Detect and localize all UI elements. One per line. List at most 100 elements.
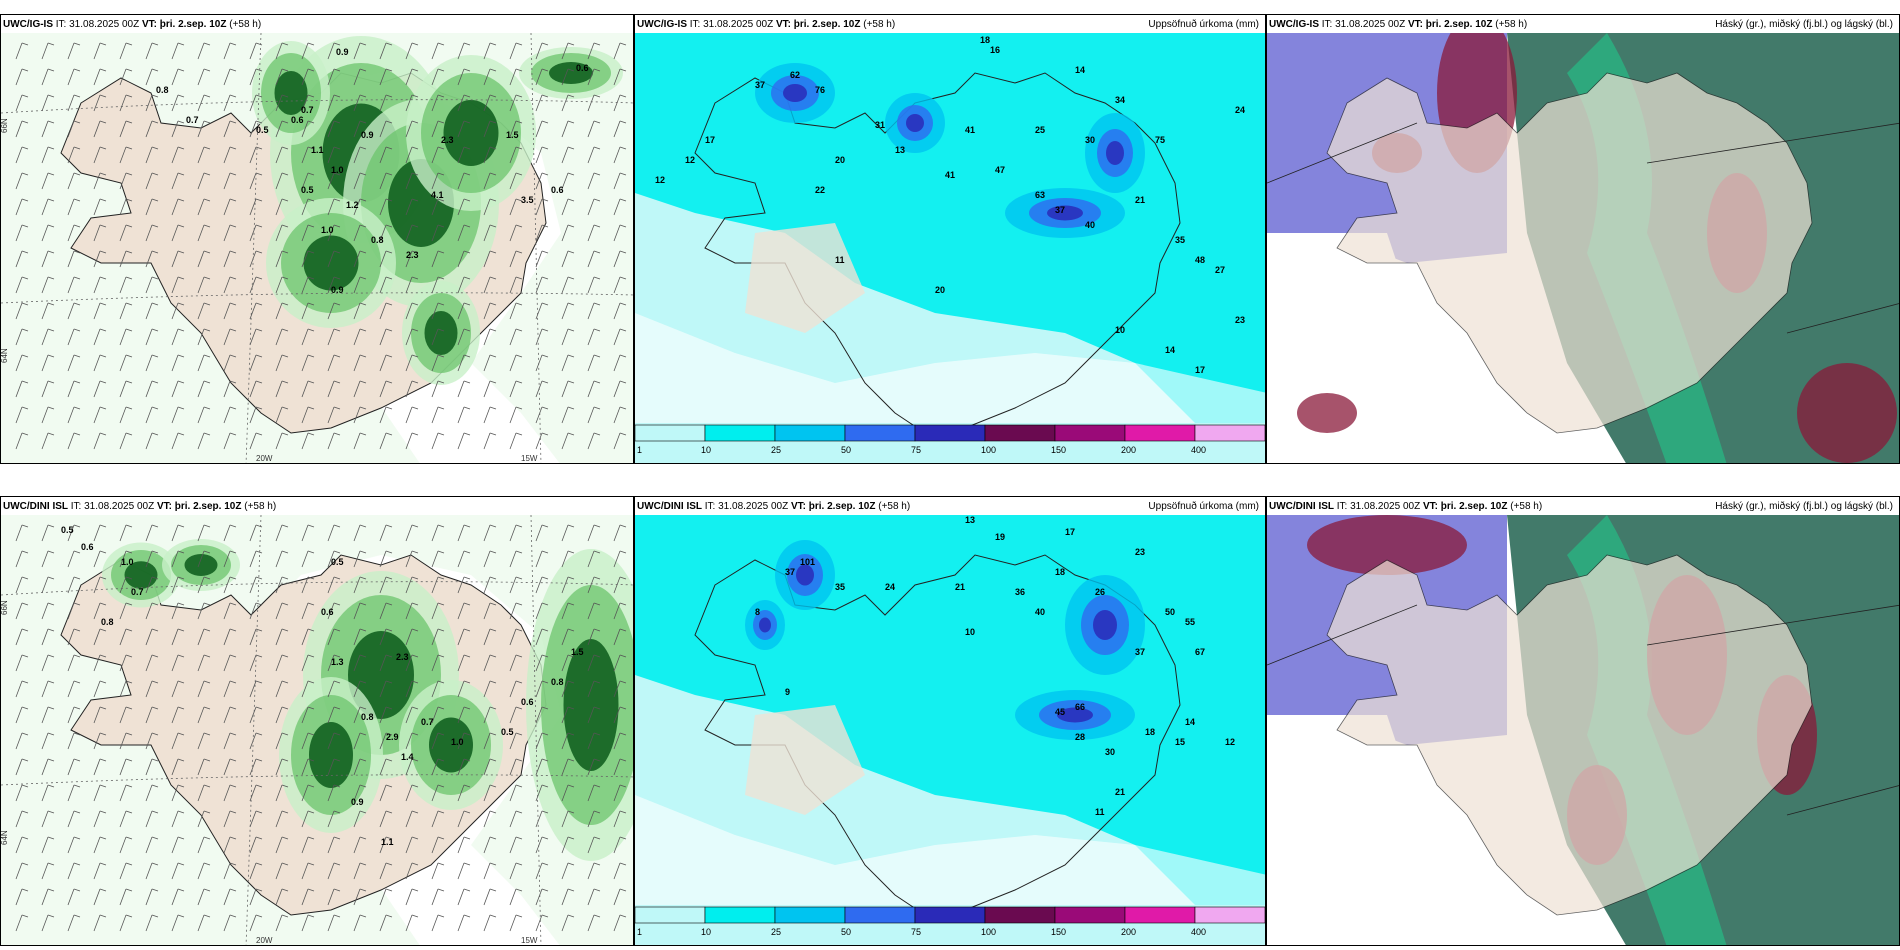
wind-barb-flag xyxy=(489,810,497,814)
wind-barb-flag xyxy=(99,628,107,632)
accum-value-label: 37 xyxy=(785,567,795,577)
wind-barb xyxy=(379,276,387,294)
wind-barb-flag xyxy=(489,758,497,762)
wind-barb-flag xyxy=(229,914,237,918)
wind-barb xyxy=(15,250,23,268)
panel-field-label: Uppsöfnuð úrkoma (mm) xyxy=(1148,501,1259,512)
wind-barb-flag xyxy=(567,914,575,918)
accum-value-label: 30 xyxy=(1105,747,1115,757)
wind-barb xyxy=(613,68,621,86)
mid-cloud-area xyxy=(1797,363,1897,463)
wind-barb-flag xyxy=(359,120,367,124)
wind-barb-flag xyxy=(21,836,29,840)
wind-barb-flag xyxy=(489,328,497,332)
wind-barb xyxy=(275,276,283,294)
wind-barb xyxy=(535,706,543,724)
wind-barb xyxy=(483,94,491,112)
wind-barb xyxy=(171,680,179,698)
wind-barb xyxy=(275,68,283,86)
wind-barb xyxy=(41,380,49,398)
wind-barb-flag xyxy=(437,302,445,306)
wind-barb xyxy=(223,680,231,698)
wind-barb xyxy=(249,328,257,346)
wind-barb-flag xyxy=(567,354,575,358)
wind-barb-flag xyxy=(203,198,211,202)
wind-barb-flag xyxy=(203,836,211,840)
wind-barb xyxy=(93,680,101,698)
wind-barb xyxy=(353,862,361,880)
wind-barb-flag xyxy=(21,680,29,684)
wind-barb xyxy=(431,68,439,86)
wind-barb xyxy=(41,732,49,750)
wind-barb xyxy=(509,276,517,294)
wind-barb xyxy=(431,432,439,450)
wind-barb xyxy=(93,524,101,542)
wind-barb xyxy=(223,94,231,112)
wind-barb xyxy=(67,68,75,86)
wind-barb-flag xyxy=(255,810,263,814)
wind-barb xyxy=(275,94,283,112)
wind-barb xyxy=(197,914,205,932)
wind-barb xyxy=(171,524,179,542)
wind-barb xyxy=(457,784,465,802)
wind-barb xyxy=(93,914,101,932)
wind-barb xyxy=(145,706,153,724)
wind-barb xyxy=(41,328,49,346)
wind-barb-flag xyxy=(515,172,523,176)
wind-barb-flag xyxy=(177,302,185,306)
wind-barb xyxy=(587,172,595,190)
wind-barb-flag xyxy=(281,146,289,150)
wind-barb xyxy=(15,914,23,932)
mid-cloud-area xyxy=(1297,393,1357,433)
wind-barb xyxy=(67,576,75,594)
wind-barb xyxy=(301,328,309,346)
accum-value-label: 12 xyxy=(685,155,695,165)
wind-barb-flag xyxy=(255,576,263,580)
precip-value-label: 2.3 xyxy=(406,250,419,260)
wind-barb xyxy=(405,654,413,672)
wind-barb xyxy=(431,862,439,880)
wind-barb-flag xyxy=(307,888,315,892)
wind-barb xyxy=(405,602,413,620)
colorbar-tick: 200 xyxy=(1121,445,1136,455)
axis-label: 66N xyxy=(1,600,9,615)
wind-barb xyxy=(457,276,465,294)
wind-barb xyxy=(327,628,335,646)
wind-barb-flag xyxy=(203,576,211,580)
wind-barb xyxy=(457,328,465,346)
precip-area-dark xyxy=(443,100,499,166)
wind-barb-flag xyxy=(99,432,107,436)
wind-barb-flag xyxy=(99,680,107,684)
wind-barb-flag xyxy=(125,224,133,228)
wind-barb xyxy=(249,810,257,828)
wind-barb xyxy=(327,120,335,138)
precip-area-dark xyxy=(309,722,353,788)
colorbar-swatch xyxy=(984,424,1056,442)
wind-barb-flag xyxy=(47,836,55,840)
wind-barb xyxy=(561,146,569,164)
wind-barb xyxy=(457,680,465,698)
accum-value-label: 24 xyxy=(885,582,895,592)
dry-land-area xyxy=(745,705,865,815)
wind-barb-flag xyxy=(593,94,601,98)
wind-barb xyxy=(145,654,153,672)
wind-barb-flag xyxy=(99,302,107,306)
wind-barb-flag xyxy=(99,68,107,72)
wind-barb xyxy=(587,576,595,594)
wind-barb-flag xyxy=(541,628,549,632)
wind-barb xyxy=(483,706,491,724)
wind-barb-flag xyxy=(125,550,133,554)
panel-field-label: Háský (gr.), miðský (fj.bl.) og lágský (… xyxy=(1715,501,1893,512)
wind-barb xyxy=(41,432,49,450)
wind-barb-flag xyxy=(593,732,601,736)
wind-barb-flag xyxy=(47,810,55,814)
wind-barb xyxy=(327,576,335,594)
wind-barb-flag xyxy=(229,602,237,606)
wind-barb-flag xyxy=(203,68,211,72)
wind-barb-flag xyxy=(229,224,237,228)
wind-barb-flag xyxy=(255,302,263,306)
wind-barb-flag xyxy=(47,380,55,384)
wind-barb-flag xyxy=(281,120,289,124)
wind-barb-flag xyxy=(489,576,497,580)
wind-barb-flag xyxy=(515,354,523,358)
